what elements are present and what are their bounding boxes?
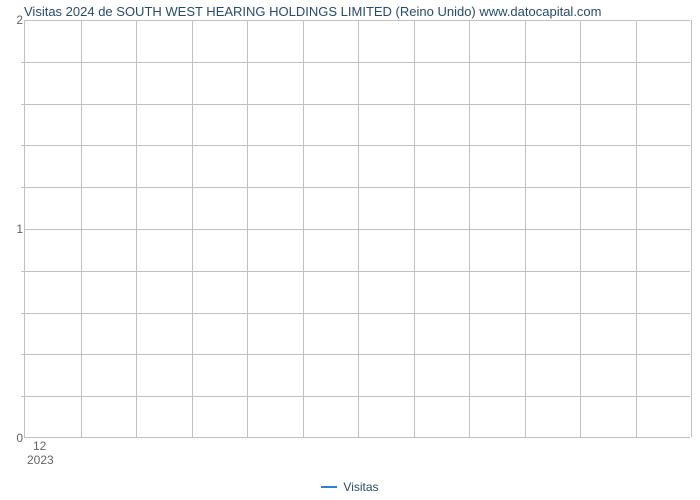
x-tick-month: 12 xyxy=(33,439,46,453)
visits-chart: Visitas 2024 de SOUTH WEST HEARING HOLDI… xyxy=(0,0,700,500)
y-minor-tick xyxy=(21,271,25,272)
y-minor-tick xyxy=(21,104,25,105)
gridline-vertical xyxy=(414,20,415,437)
x-tick-year: 2023 xyxy=(27,453,54,467)
y-minor-tick xyxy=(21,187,25,188)
y-minor-tick xyxy=(21,313,25,314)
gridline-vertical xyxy=(81,20,82,437)
gridline-vertical xyxy=(636,20,637,437)
y-tick-label: 1 xyxy=(11,222,23,236)
legend: Visitas xyxy=(0,479,700,494)
legend-line-icon xyxy=(321,486,337,488)
y-minor-tick xyxy=(21,354,25,355)
gridline-vertical xyxy=(691,20,692,437)
y-minor-tick xyxy=(21,145,25,146)
legend-label: Visitas xyxy=(343,480,378,494)
y-tick-label: 0 xyxy=(11,431,23,445)
gridline-vertical xyxy=(192,20,193,437)
gridline-vertical xyxy=(358,20,359,437)
gridline-vertical xyxy=(580,20,581,437)
gridline-vertical xyxy=(303,20,304,437)
gridline-vertical xyxy=(247,20,248,437)
y-minor-tick xyxy=(21,62,25,63)
y-tick-label: 2 xyxy=(11,13,23,27)
plot-area: 12 2023 012 xyxy=(24,20,690,438)
gridline-vertical xyxy=(469,20,470,437)
chart-title: Visitas 2024 de SOUTH WEST HEARING HOLDI… xyxy=(24,4,601,19)
gridline-vertical xyxy=(136,20,137,437)
gridline-vertical xyxy=(525,20,526,437)
y-minor-tick xyxy=(21,396,25,397)
